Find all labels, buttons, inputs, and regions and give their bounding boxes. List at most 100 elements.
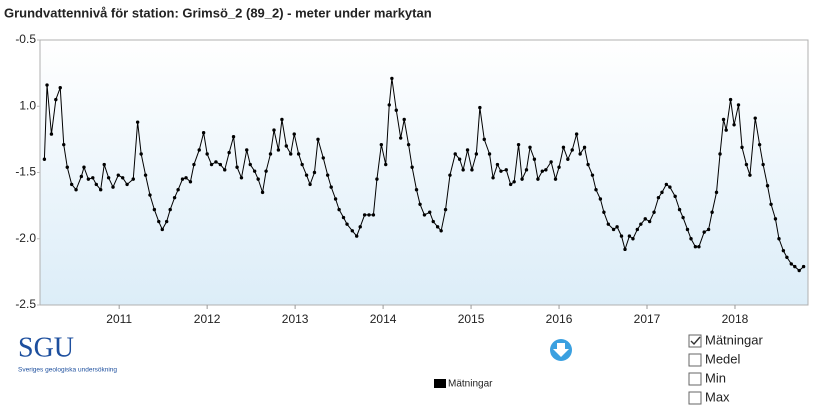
data-point: [172, 195, 177, 200]
data-point: [652, 210, 656, 214]
data-point: [627, 234, 632, 238]
data-point: [549, 160, 553, 164]
data-point: [300, 162, 304, 167]
data-point: [362, 213, 367, 217]
data-point: [284, 144, 289, 148]
data-point: [757, 142, 762, 147]
data-point: [570, 148, 574, 152]
x-tick-label: 2016: [546, 312, 573, 326]
data-point: [457, 157, 462, 161]
data-point: [325, 173, 330, 177]
data-point: [453, 152, 457, 156]
data-point: [280, 117, 284, 122]
data-point: [276, 148, 281, 152]
data-point: [721, 117, 726, 122]
y-tick-label: -0.5: [15, 32, 36, 46]
data-point: [606, 222, 611, 226]
data-point: [536, 177, 540, 181]
data-point: [478, 105, 482, 110]
data-point: [329, 185, 333, 189]
data-point: [74, 188, 78, 192]
y-tick-label: -1.5: [15, 165, 36, 179]
data-point: [414, 188, 419, 192]
data-point: [631, 237, 635, 241]
x-tick-label: 2015: [458, 312, 485, 326]
data-point: [312, 170, 317, 175]
checkbox[interactable]: [688, 372, 702, 386]
data-point: [615, 225, 619, 229]
x-tick-label: 2011: [106, 312, 132, 326]
data-point: [685, 227, 690, 232]
data-point: [660, 190, 664, 195]
checkbox-label[interactable]: Max: [705, 389, 730, 404]
data-point: [135, 120, 140, 124]
data-point: [474, 152, 479, 156]
data-point: [139, 152, 143, 156]
data-point: [590, 173, 595, 177]
data-point: [86, 177, 91, 181]
data-point: [69, 182, 74, 187]
x-tick-label: 2012: [194, 312, 221, 326]
data-point: [218, 162, 223, 167]
data-point: [797, 268, 801, 273]
data-point: [482, 137, 486, 142]
data-point: [205, 152, 209, 156]
data-point: [602, 210, 606, 214]
data-point: [398, 136, 403, 140]
data-point: [308, 182, 312, 187]
data-point: [239, 176, 244, 180]
data-point: [748, 173, 752, 177]
data-point: [773, 217, 778, 221]
data-point: [160, 227, 164, 232]
data-point: [304, 173, 309, 177]
data-point: [681, 215, 685, 220]
data-point: [697, 245, 701, 249]
data-point: [673, 194, 677, 199]
checkbox-label[interactable]: Mätningar: [705, 332, 763, 347]
data-point: [724, 128, 728, 132]
data-point: [753, 116, 757, 120]
data-point: [223, 168, 227, 172]
data-point: [470, 168, 474, 172]
data-point: [116, 173, 120, 177]
data-point: [45, 83, 49, 87]
data-point: [668, 185, 672, 189]
checkbox[interactable]: [688, 391, 702, 405]
data-point: [292, 132, 296, 136]
data-point: [245, 148, 249, 152]
data-point: [508, 182, 513, 187]
checkbox-label[interactable]: Min: [705, 370, 726, 385]
data-point: [164, 219, 169, 224]
data-point: [785, 255, 789, 259]
data-point: [693, 245, 698, 249]
data-point: [793, 264, 797, 269]
data-point: [333, 197, 338, 201]
data-point: [647, 219, 652, 224]
data-point: [582, 145, 587, 150]
data-point: [256, 177, 260, 181]
checkbox-label[interactable]: Medel: [705, 351, 741, 366]
data-point: [718, 152, 722, 156]
data-point: [656, 195, 661, 200]
data-point: [706, 227, 711, 232]
data-point: [248, 162, 252, 167]
data-point: [82, 165, 86, 169]
y-tick-label: -2.5: [15, 297, 36, 311]
x-tick-label: 2018: [722, 312, 749, 326]
plot-area: [39, 39, 809, 306]
download-button[interactable]: [550, 339, 572, 361]
data-point: [252, 169, 257, 173]
data-point: [337, 207, 341, 212]
checkbox[interactable]: [688, 334, 702, 348]
data-point: [209, 162, 214, 167]
data-point: [54, 97, 58, 102]
data-point: [192, 162, 196, 167]
data-point: [406, 142, 411, 147]
data-point: [574, 132, 579, 136]
data-point: [516, 142, 521, 147]
data-point: [65, 165, 69, 169]
chart-title: Grundvattennivå för station: Grimsö_2 (8…: [4, 5, 432, 20]
data-point: [487, 152, 492, 156]
data-point: [58, 86, 62, 90]
checkbox[interactable]: [688, 353, 702, 367]
